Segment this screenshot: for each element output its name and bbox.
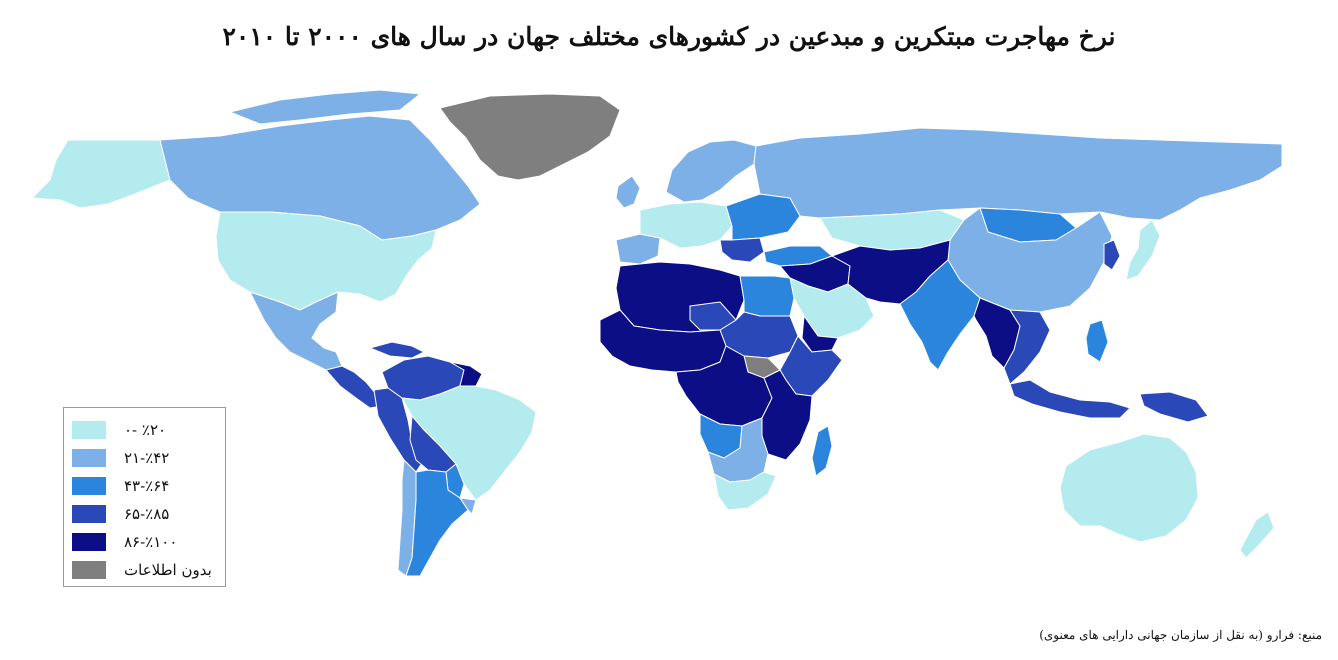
region-arabia (789, 277, 875, 339)
legend-swatch (72, 533, 106, 551)
legend-item: ۰- ٪۲۰ (72, 420, 222, 440)
region-uruguay (459, 497, 477, 515)
region-alaska (31, 139, 171, 209)
region-madagascar (811, 425, 833, 477)
region-uk-ireland (615, 175, 641, 209)
legend-item: ۸۶-٪۱۰۰ (72, 532, 222, 552)
legend-swatch (72, 421, 106, 439)
region-korea (1103, 239, 1121, 271)
region-argentina (405, 469, 469, 577)
legend-label: بدون اطلاعات (124, 561, 212, 579)
legend-swatch (72, 449, 106, 467)
legend-item: ۴۳-٪۶۴ (72, 476, 222, 496)
region-russia (753, 127, 1283, 221)
legend-label: ۰- ٪۲۰ (124, 421, 167, 439)
region-central-america (325, 365, 383, 409)
legend-label: ۴۳-٪۶۴ (124, 477, 170, 495)
region-iberia (615, 233, 661, 265)
legend-label: ۶۵-٪۸۵ (124, 505, 170, 523)
region-canada (229, 89, 421, 125)
region-philippines (1085, 319, 1109, 363)
region-australia (1059, 433, 1199, 543)
region-egypt (739, 275, 795, 317)
source-note: منبع: فرارو (به نقل از سازمان جهانی دارا… (1039, 628, 1322, 642)
region-sahel (689, 301, 737, 331)
map-title: نرخ مهاجرت مبتکرین و مبدعین در کشورهای م… (222, 22, 1116, 51)
legend-label: ۸۶-٪۱۰۰ (124, 533, 178, 551)
region-new-guinea (1139, 391, 1209, 423)
legend-item: ۶۵-٪۸۵ (72, 504, 222, 524)
legend-label: ۲۱-٪۴۲ (124, 449, 170, 467)
region-caribbean (369, 341, 425, 359)
map-legend: ۰- ٪۲۰ ۲۱-٪۴۲ ۴۳-٪۶۴ ۶۵-٪۸۵ ۸۶-٪۱۰۰ بدون… (63, 407, 226, 587)
region-balkans (719, 237, 765, 263)
region-new-zealand (1239, 511, 1275, 559)
legend-item: ۲۱-٪۴۲ (72, 448, 222, 468)
region-scandinavia (665, 139, 757, 203)
region-north-america (215, 211, 437, 311)
legend-swatch (72, 561, 106, 579)
region-japan (1125, 219, 1161, 281)
legend-swatch (72, 477, 106, 495)
region-southeast-asia (1003, 309, 1051, 385)
region-mexico (249, 291, 343, 371)
region-indonesia (1009, 379, 1131, 419)
region-south-africa (713, 471, 777, 511)
world-choropleth-map (31, 89, 1283, 577)
region-greenland (439, 93, 621, 181)
region-india (899, 259, 981, 371)
legend-swatch (72, 505, 106, 523)
region-eastern-europe (725, 193, 801, 241)
legend-item: بدون اطلاعات (72, 560, 222, 580)
